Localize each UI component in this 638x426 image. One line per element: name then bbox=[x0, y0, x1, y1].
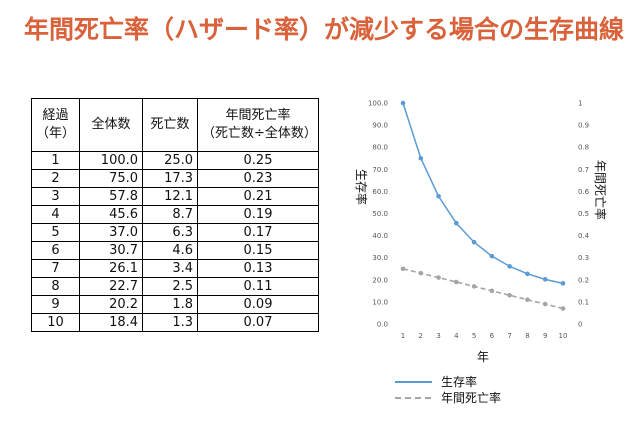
x-tick-label: 4 bbox=[454, 332, 459, 340]
survival-rate-point bbox=[436, 193, 441, 199]
hazard-rate-point bbox=[489, 288, 495, 294]
cell-year: 3 bbox=[30, 187, 81, 206]
x-tick-label: 5 bbox=[472, 332, 476, 340]
cell-total: 57.8 bbox=[79, 187, 144, 206]
table-row: 10 18.4 1.3 0.07 bbox=[30, 313, 320, 332]
survival-rate-point bbox=[507, 264, 512, 269]
survival-rate-point bbox=[400, 100, 406, 106]
y2-tick-label: 0.3 bbox=[578, 254, 589, 262]
y2-tick-label: 0.2 bbox=[578, 276, 589, 284]
x-tick-label: 8 bbox=[525, 332, 529, 340]
header-rate-line2: （死亡数÷全体数） bbox=[202, 126, 317, 141]
table-row: 5 37.0 6.3 0.17 bbox=[30, 223, 320, 242]
y-tick-label: 80.0 bbox=[372, 144, 388, 152]
cell-deaths: 1.3 bbox=[142, 313, 199, 332]
survival-rate-point bbox=[454, 220, 459, 226]
legend-survival-label: 生存率 bbox=[441, 374, 477, 389]
survival-rate-point bbox=[418, 155, 424, 161]
table-row: 4 45.6 8.7 0.19 bbox=[30, 205, 320, 224]
hazard-rate-point bbox=[400, 266, 406, 272]
y2-tick-label: 0.7 bbox=[578, 166, 589, 174]
cell-year: 10 bbox=[30, 313, 81, 332]
cell-total: 75.0 bbox=[79, 169, 144, 188]
header-elapsed-line1: 経過 bbox=[42, 108, 69, 123]
hazard-rate-point bbox=[471, 284, 477, 289]
y-tick-label: 70.0 bbox=[372, 166, 388, 174]
y-tick-label: 40.0 bbox=[372, 232, 388, 240]
hazard-rate-point bbox=[542, 301, 548, 307]
x-tick-label: 7 bbox=[507, 332, 511, 340]
y-tick-label: 20.0 bbox=[372, 276, 388, 284]
y2-axis-label: 年間死亡率 bbox=[593, 160, 608, 220]
hazard-rate-line bbox=[402, 267, 564, 310]
cell-total: 100.0 bbox=[79, 151, 144, 170]
y-tick-label: 90.0 bbox=[372, 122, 388, 130]
header-rate: 年間死亡率 （死亡数÷全体数） bbox=[197, 98, 320, 152]
survival-rate-line bbox=[402, 102, 564, 285]
y2-tick-label: 0.6 bbox=[578, 188, 590, 196]
header-elapsed-line2: （年） bbox=[36, 126, 76, 141]
cell-deaths: 17.3 bbox=[142, 169, 199, 188]
cell-total: 37.0 bbox=[79, 223, 144, 242]
cell-rate: 0.07 bbox=[197, 313, 320, 332]
y-tick-label: 50.0 bbox=[372, 210, 388, 218]
data-table: 経過 （年） 全体数 死亡数 年間死亡率 （死亡数÷全体数） 1 100.0 25.… bbox=[30, 98, 320, 332]
survival-rate-point bbox=[525, 271, 530, 277]
x-tick-label: 1 bbox=[401, 332, 405, 340]
survival-rate-point bbox=[471, 239, 477, 245]
survival-rate-point bbox=[560, 281, 566, 286]
hazard-rate-point bbox=[454, 279, 459, 285]
y2-tick-label: 0.1 bbox=[578, 298, 589, 306]
x-tick-label: 3 bbox=[436, 332, 440, 340]
hazard-rate-point bbox=[436, 275, 441, 280]
cell-rate: 0.25 bbox=[197, 151, 320, 170]
header-rate-line1: 年間死亡率 bbox=[225, 108, 291, 123]
y-axis-label: 生存率 bbox=[354, 169, 369, 205]
survival-rate-point bbox=[542, 277, 548, 282]
y-tick-label: 100.0 bbox=[368, 100, 388, 108]
y2-tick-label: 0.4 bbox=[578, 232, 590, 240]
survival-rate-point bbox=[489, 253, 495, 259]
x-tick-label: 6 bbox=[490, 332, 495, 340]
table-row: 3 57.8 12.1 0.21 bbox=[30, 187, 320, 206]
legend-hazard-label: 年間死亡率 bbox=[441, 390, 501, 405]
page-title: 年間死亡率（ハザード率）が減少する場合の生存曲線 bbox=[24, 15, 625, 44]
y-tick-label: 0.0 bbox=[377, 321, 388, 329]
table-header-row: 経過 （年） 全体数 死亡数 年間死亡率 （死亡数÷全体数） bbox=[30, 98, 320, 152]
header-elapsed: 経過 （年） bbox=[30, 98, 81, 152]
y2-tick-label: 0.5 bbox=[578, 210, 589, 218]
x-tick-label: 2 bbox=[419, 332, 423, 340]
x-tick-label: 9 bbox=[543, 332, 547, 340]
table-row: 6 30.7 4.6 0.15 bbox=[30, 241, 320, 260]
y2-tick-label: 1 bbox=[578, 100, 582, 108]
cell-total: 18.4 bbox=[79, 313, 144, 332]
y2-tick-label: 0.8 bbox=[578, 144, 589, 152]
hazard-rate-point bbox=[560, 306, 566, 311]
x-axis-label: 年 bbox=[477, 350, 489, 364]
y-tick-label: 30.0 bbox=[372, 254, 388, 262]
y2-tick-label: 0 bbox=[578, 321, 582, 329]
x-tick-label: 10 bbox=[559, 332, 568, 340]
hazard-rate-point bbox=[418, 270, 424, 276]
hazard-rate-point bbox=[525, 297, 530, 302]
hazard-rate-point bbox=[507, 292, 512, 298]
y-tick-label: 60.0 bbox=[372, 188, 388, 196]
y-tick-label: 10.0 bbox=[372, 298, 388, 306]
table-row: 1 100.0 25.0 0.25 bbox=[30, 151, 320, 170]
y2-tick-label: 0.9 bbox=[578, 122, 589, 130]
cell-deaths: 2.5 bbox=[142, 277, 199, 296]
cell-deaths: 8.7 bbox=[142, 205, 199, 224]
cell-rate: 0.09 bbox=[197, 295, 320, 314]
